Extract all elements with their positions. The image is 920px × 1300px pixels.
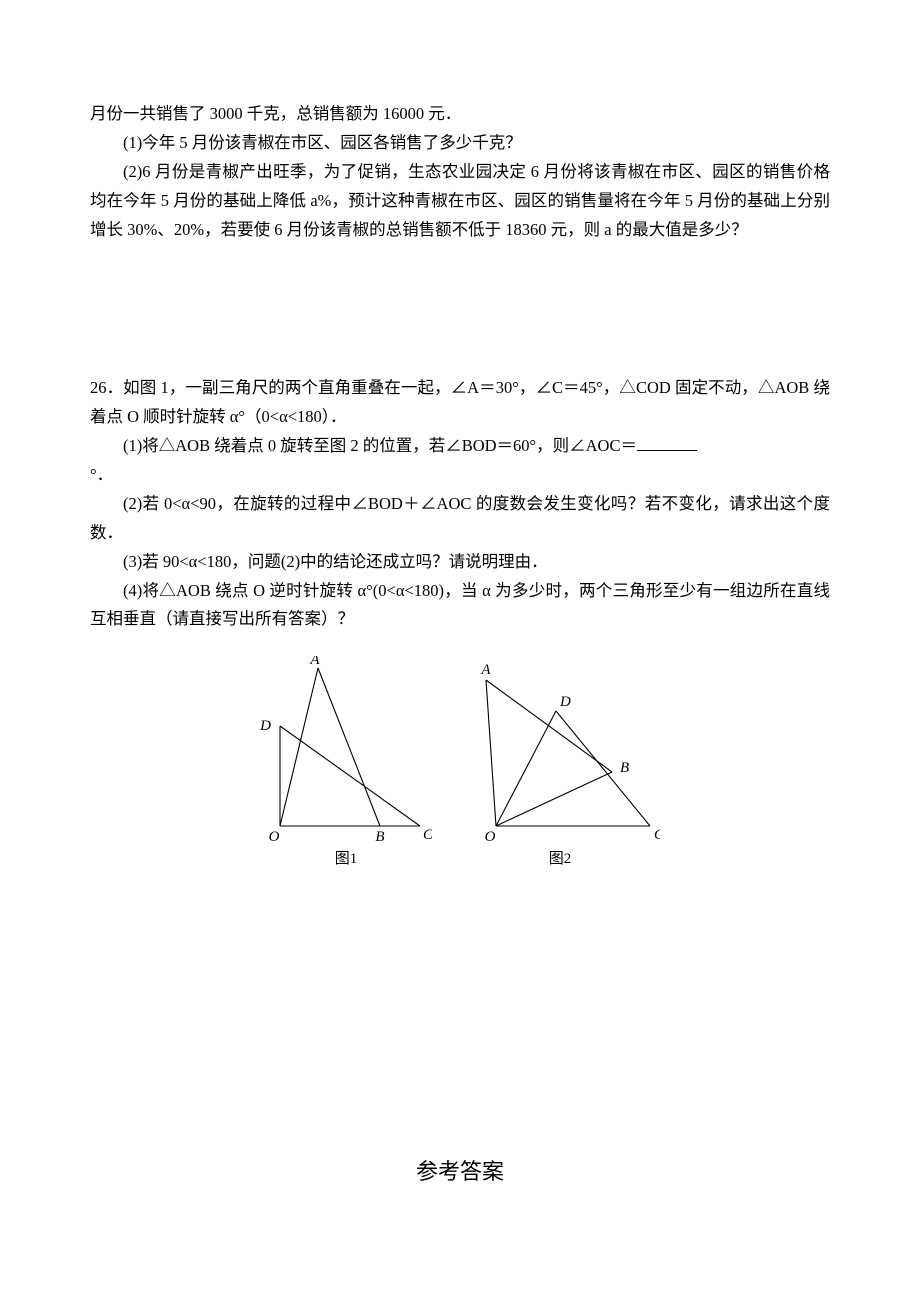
figure-2-caption: 图2 xyxy=(549,846,572,872)
svg-text:C: C xyxy=(654,827,660,843)
q26-sub1-pre: (1)将△AOB 绕着点 0 旋转至图 2 的位置，若∠BOD＝60°，则∠AO… xyxy=(123,436,637,455)
svg-text:A: A xyxy=(309,656,320,668)
q26-sub1-post: °． xyxy=(90,461,830,490)
figure-2-svg: A D O B C xyxy=(460,656,660,852)
q26-sub3: (3)若 90<α<180，问题(2)中的结论还成立吗？请说明理由． xyxy=(90,548,830,577)
q26-sub4: (4)将△AOB 绕点 O 逆时针旋转 α°(0<α<180)，当 α 为多少时… xyxy=(90,577,830,635)
svg-text:O: O xyxy=(485,829,496,845)
svg-text:B: B xyxy=(375,829,384,845)
figure-1-svg: A D O B C xyxy=(260,656,432,852)
svg-text:D: D xyxy=(260,718,271,734)
svg-text:A: A xyxy=(480,662,491,678)
q25-sub1: (1)今年 5 月份该青椒在市区、园区各销售了多少千克？ xyxy=(90,129,830,158)
figure-1-caption: 图1 xyxy=(335,846,358,872)
blank-fill xyxy=(637,450,697,451)
figure-2-box: A D O B C 图2 xyxy=(460,656,660,872)
figures-row: A D O B C 图1 A D O B C 图2 xyxy=(90,656,830,872)
svg-text:B: B xyxy=(620,760,629,776)
q25-tail-line: 月份一共销售了 3000 千克，总销售额为 16000 元． xyxy=(90,100,830,129)
svg-text:O: O xyxy=(269,829,280,845)
q26-sub1: (1)将△AOB 绕着点 0 旋转至图 2 的位置，若∠BOD＝60°，则∠AO… xyxy=(90,432,830,461)
q26-stem: 26．如图 1，一副三角尺的两个直角重叠在一起，∠A＝30°，∠C＝45°，△C… xyxy=(90,374,830,432)
svg-text:D: D xyxy=(559,694,571,710)
figure-1-box: A D O B C 图1 xyxy=(260,656,432,872)
q26-sub2: (2)若 0<α<90，在旋转的过程中∠BOD＋∠AOC 的度数会发生变化吗？若… xyxy=(90,490,830,548)
page-content: 月份一共销售了 3000 千克，总销售额为 16000 元． (1)今年 5 月… xyxy=(90,100,830,1191)
answer-title: 参考答案 xyxy=(90,1153,830,1192)
svg-text:C: C xyxy=(423,827,432,843)
q25-sub2: (2)6 月份是青椒产出旺季，为了促销，生态农业园决定 6 月份将该青椒在市区、… xyxy=(90,158,830,245)
